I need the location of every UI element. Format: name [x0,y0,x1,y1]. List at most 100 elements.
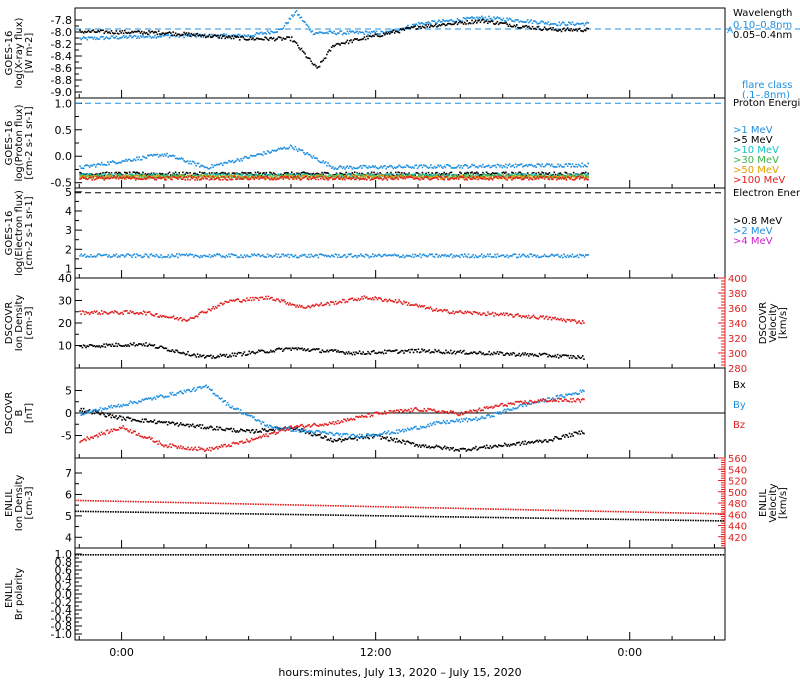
data-point [282,350,284,352]
data-point [232,35,234,37]
data-point [538,172,540,174]
data-point [207,36,209,38]
data-point [304,53,306,55]
data-point [558,22,560,24]
data-point [240,158,242,160]
data-point [160,254,162,256]
data-point [367,255,369,257]
data-point [475,255,477,257]
series-density [79,342,585,360]
data-point [314,64,316,66]
data-point [166,421,168,423]
data-point [506,167,508,169]
data-point [551,319,553,321]
data-point [419,253,421,255]
data-point [203,178,205,180]
data-point [266,256,268,258]
data-point [175,255,177,257]
data-point [111,173,113,175]
data-point [347,165,349,167]
data-point [351,168,353,170]
data-point [434,349,436,351]
data-point [287,302,289,304]
data-point [114,417,116,419]
data-point [152,421,154,423]
data-point [520,315,522,317]
data-point [364,36,366,38]
data-point [394,32,396,34]
data-point [319,304,321,306]
data-point [506,254,508,256]
data-point [84,173,86,175]
data-point [221,37,223,39]
y-axis-title: [cm-2 s-1 sr-1] [24,106,35,179]
data-point [583,254,585,256]
data-point [376,31,378,33]
data-point [106,164,108,166]
data-point [180,176,182,178]
data-point [379,254,381,256]
data-point [100,313,102,315]
data-point [564,177,566,179]
data-point [346,351,348,353]
data-point [405,178,407,180]
data-point [480,17,482,19]
data-point [356,38,358,40]
data-point [331,176,333,178]
data-point [412,349,414,351]
data-point [584,256,586,258]
data-point [224,355,226,357]
data-point [118,417,120,419]
data-point [347,174,349,176]
data-point [430,306,432,308]
data-point [495,167,497,169]
data-point [262,174,264,176]
data-point [258,254,260,256]
data-point [154,344,156,346]
data-point [139,37,141,39]
data-point [481,253,483,255]
data-point [165,155,167,157]
data-point [400,301,402,303]
data-point [187,424,189,426]
data-point [476,22,478,24]
data-point [429,167,431,169]
data-point [265,296,267,298]
data-point [462,167,464,169]
data-point [335,301,337,303]
data-point [101,176,103,178]
data-point [547,356,549,358]
right-tick-label: 320 [728,334,747,345]
series-group [79,10,589,69]
data-point [243,257,245,259]
data-point [116,30,118,32]
data-point [514,353,516,355]
data-point [154,35,156,37]
data-point [251,174,253,176]
data-point [479,312,481,314]
data-point [89,166,91,168]
data-point [142,35,144,37]
data-point [256,177,258,179]
data-point [324,179,326,181]
data-point [460,172,462,174]
data-point [194,355,196,357]
data-point [439,173,441,175]
data-point [569,319,571,321]
data-point [413,167,415,169]
data-point [425,174,427,176]
data-point [365,165,367,167]
data-point [575,178,577,180]
data-point [173,422,175,424]
data-point [112,36,114,38]
data-point [499,17,501,19]
data-point [156,422,158,424]
y-tick-label: 4 [65,205,72,218]
data-point [114,255,116,257]
data-point [143,256,145,258]
data-point [209,254,211,256]
data-point [251,300,253,302]
data-point [165,179,167,181]
data-point [433,352,435,354]
data-point [566,163,568,165]
